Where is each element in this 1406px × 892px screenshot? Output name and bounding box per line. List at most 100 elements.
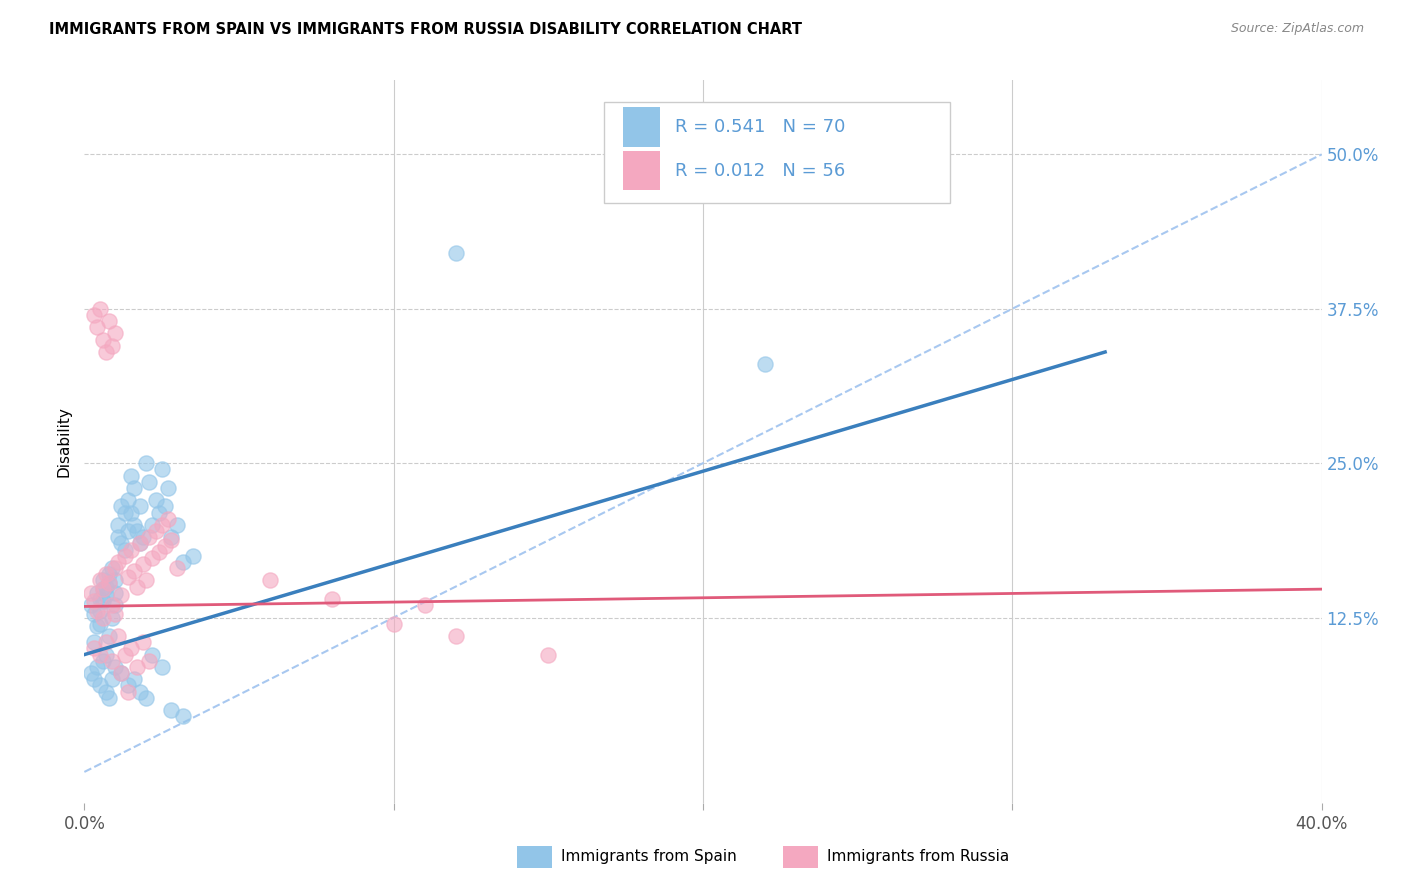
Point [537,648,560,662]
Point [172,555,194,569]
Point [153,500,176,514]
Point [91,574,114,588]
Text: Immigrants from Russia: Immigrants from Russia [827,849,1010,864]
FancyBboxPatch shape [623,107,659,147]
Point [91,610,114,624]
Point [125,660,148,674]
Point [150,660,173,674]
Point [129,536,152,550]
Point [138,475,160,489]
Point [83,607,105,621]
Point [104,326,127,341]
Point [98,314,121,328]
Point [98,567,121,582]
Point [132,635,155,649]
Point [135,574,157,588]
Point [79,666,101,681]
Point [101,561,124,575]
Point [104,574,127,588]
Point [107,629,129,643]
Point [122,673,145,687]
Point [83,308,105,322]
Point [141,648,163,662]
Point [129,500,152,514]
Point [110,536,132,550]
Point [145,493,167,508]
Point [94,684,117,698]
Point [444,246,467,260]
Point [94,588,117,602]
Point [86,320,108,334]
Point [148,545,170,559]
Point [114,648,136,662]
Point [135,690,157,705]
Point [117,493,139,508]
Point [98,629,121,643]
Point [110,500,132,514]
Point [160,703,183,717]
Point [107,555,129,569]
Text: R = 0.541   N = 70: R = 0.541 N = 70 [675,119,845,136]
Point [138,654,160,668]
Point [101,598,124,612]
Point [104,598,127,612]
Point [413,598,436,612]
Point [120,542,142,557]
Point [101,673,124,687]
Point [114,542,136,557]
Point [160,533,183,547]
Point [114,506,136,520]
Point [91,654,114,668]
Point [94,635,117,649]
Point [83,594,105,608]
Point [86,604,108,618]
Point [156,481,179,495]
Point [135,456,157,470]
Point [117,678,139,692]
Point [104,586,127,600]
Point [125,524,148,538]
Point [120,641,142,656]
Point [91,333,114,347]
Point [181,549,204,563]
Point [138,530,160,544]
Point [148,506,170,520]
Point [104,660,127,674]
Point [83,673,105,687]
Point [444,629,467,643]
Point [89,604,111,618]
Point [101,610,124,624]
Point [107,530,129,544]
Point [89,678,111,692]
Point [166,517,188,532]
Point [132,558,155,572]
Point [153,539,176,553]
Point [160,530,183,544]
Point [79,586,101,600]
Point [98,576,121,591]
Point [79,598,101,612]
Point [101,654,124,668]
Point [98,690,121,705]
FancyBboxPatch shape [623,151,659,191]
Point [91,582,114,596]
Point [122,517,145,532]
Point [382,616,405,631]
Point [145,524,167,538]
Point [110,588,132,602]
Point [89,592,111,607]
Point [122,564,145,578]
Point [114,549,136,563]
Point [132,530,155,544]
Point [259,574,281,588]
FancyBboxPatch shape [517,847,553,868]
FancyBboxPatch shape [605,102,950,203]
Point [107,517,129,532]
Point [117,684,139,698]
FancyBboxPatch shape [783,847,818,868]
Point [122,481,145,495]
Point [156,512,179,526]
Point [89,574,111,588]
Point [129,536,152,550]
Point [150,517,173,532]
